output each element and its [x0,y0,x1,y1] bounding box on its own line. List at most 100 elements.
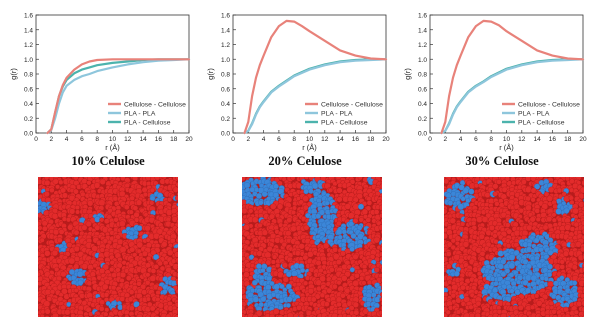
x-tick-label: 10 [306,136,314,143]
cellulose-atom [521,179,527,185]
cellulose-atom [380,229,382,235]
cellulose-atom [145,296,151,302]
snapshot-10-percent-cellulose [38,177,178,317]
y-tick-label: 0.0 [418,131,427,138]
pla-atom [132,234,138,240]
cellulose-atom [43,300,51,308]
cellulose-atom [379,183,382,190]
legend-label: PLA - PLA [321,111,353,118]
cellulose-atom [362,308,369,315]
pla-atom [315,238,321,244]
cellulose-atom [252,313,259,317]
cellulose-atom [578,279,584,287]
cellulose-atom [551,308,557,315]
series-line-pla-pla [440,58,585,135]
cellulose-atom [265,259,272,266]
cellulose-atom [455,297,462,304]
cellulose-atom [354,272,360,279]
cellulose-atom [374,315,379,317]
cellulose-atom [366,200,373,206]
y-axis-label: g(r) [9,68,18,80]
pla-atom [77,279,84,286]
pla-atom [260,296,267,303]
cellulose-atom [582,266,584,273]
cellulose-atom [129,305,135,312]
cellulose-atom [449,217,456,224]
cellulose-atom [52,312,59,317]
pla-atom [457,203,465,210]
cellulose-atom [380,277,382,283]
cellulose-atom [177,260,178,265]
pla-atom [547,272,553,278]
legend-label: PLA - Cellulose [124,120,171,127]
cellulose-atom [366,279,373,286]
cellulose-atom [248,208,254,214]
pla-atom [66,301,72,307]
cellulose-atom [73,245,80,252]
pla-atom [500,271,507,278]
x-axis-label: r (Å) [499,143,514,152]
cellulose-atom [73,288,79,293]
cellulose-atom [307,250,314,258]
cellulose-atom [242,288,246,295]
cellulose-atom [460,284,466,291]
series-line-pla-pla [46,58,191,135]
cellulose-atom [157,260,163,267]
pla-atom [349,267,355,273]
cellulose-atom [174,251,178,258]
cellulose-atom [264,251,272,259]
cellulose-atom [109,267,115,273]
cellulose-atom [98,314,104,317]
cellulose-atom [298,313,304,317]
cellulose-atom [307,288,314,295]
pla-atom [341,229,348,235]
cellulose-atom [103,292,110,298]
panel-title-20-percent: 20% Celulose [268,154,342,168]
pla-atom [546,263,553,270]
cellulose-atom [478,233,485,240]
cellulose-atom [583,282,584,287]
pla-atom [547,249,554,256]
cellulose-atom [52,229,60,236]
cellulose-atom [358,217,364,223]
cellulose-atom [257,222,263,228]
cellulose-atom [272,308,280,315]
cellulose-atom [582,289,584,294]
cellulose-atom [129,195,135,201]
cellulose-atom [484,192,491,198]
cellulose-atom [475,300,482,307]
cellulose-atom [373,236,381,244]
cellulose-atom [573,309,579,315]
cellulose-atom [529,216,536,223]
cellulose-atom [74,204,80,211]
cellulose-atom [175,195,178,201]
x-tick-label: 6 [474,136,478,143]
cellulose-atom [351,314,357,317]
y-tick-label: 0.4 [418,101,427,108]
cellulose-atom [538,177,544,180]
y-tick-label: 1.0 [418,57,427,64]
cellulose-atom [44,250,51,257]
cellulose-atom [141,250,148,257]
cellulose-atom [329,267,335,273]
cellulose-atom [251,216,259,224]
cellulose-atom [243,224,250,231]
cellulose-atom [579,246,584,253]
cellulose-atom [348,212,355,219]
cellulose-atom [492,191,498,197]
pla-atom [260,267,266,273]
cellulose-atom [583,238,584,244]
cellulose-atom [99,178,106,185]
x-tick-label: 0 [34,136,38,143]
cellulose-atom [176,246,178,252]
cellulose-atom [141,289,148,296]
snapshot-30-percent-cellulose [444,177,584,317]
cellulose-atom [175,237,178,244]
cellulose-atom [145,280,151,286]
legend-label: Cellulose - Cellulose [124,102,186,109]
cellulose-atom [492,233,498,239]
cellulose-atom [296,304,302,311]
x-tick-label: 20 [185,136,193,143]
cellulose-atom [336,301,342,308]
cellulose-atom [242,177,246,182]
